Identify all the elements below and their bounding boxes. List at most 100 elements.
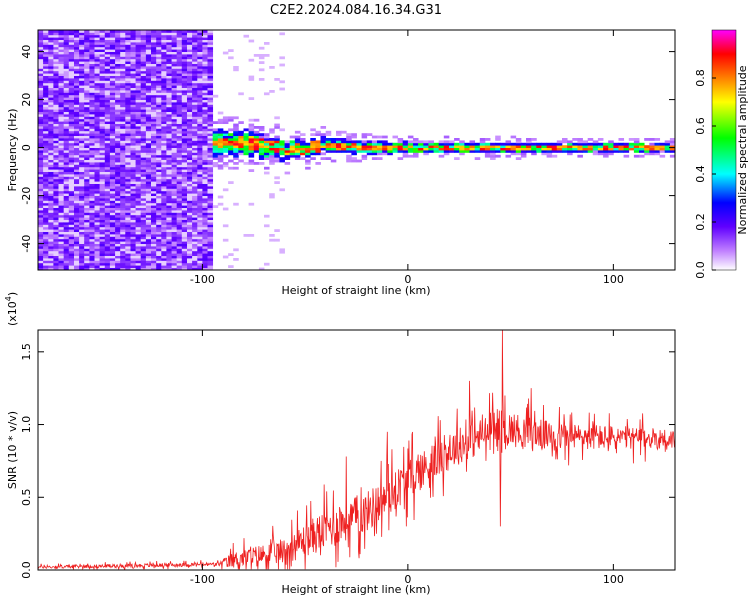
spectrogram-cell (68, 145, 75, 148)
spectrogram-cell (171, 250, 178, 254)
spectrogram-cell (197, 154, 203, 158)
spectrogram-cell (145, 82, 152, 86)
spectrogram-cell (79, 198, 85, 201)
spectrogram-cell (135, 169, 142, 172)
spectrogram-cell (89, 66, 95, 69)
spectrogram-cell (156, 154, 162, 158)
spectrogram-cell (89, 166, 95, 170)
spectrogram-cell (161, 248, 167, 252)
spectrogram-cell (202, 253, 208, 256)
spectrogram-cell (176, 181, 183, 184)
spectrogram-cell (89, 202, 95, 206)
spectrogram-cell (104, 250, 111, 254)
spectrogram-cell (161, 49, 167, 52)
spectrogram-cell (84, 54, 90, 57)
spectrogram-cell (89, 181, 95, 184)
spectrogram-cell (120, 142, 126, 146)
spectrogram-cell (248, 150, 255, 153)
spectrogram-cell (58, 166, 65, 170)
spectrogram-cell (176, 171, 183, 175)
spectrogram-cell (109, 255, 116, 259)
spectrogram-cell (166, 94, 172, 98)
spectrogram-cell (63, 140, 70, 144)
spectrogram-cell (222, 133, 229, 136)
spectrogram-cell (212, 157, 219, 160)
spectrogram-cell (94, 66, 101, 69)
spectrogram-cell (63, 97, 70, 100)
spectrogram-cell (79, 150, 85, 153)
spectrogram-cell (99, 92, 106, 96)
spectrogram-cell (74, 210, 80, 213)
spectrogram-cell (140, 255, 147, 259)
spectrogram-cell (181, 39, 188, 43)
spectrogram-cell (63, 198, 70, 201)
spectrogram-cell (94, 260, 101, 264)
spectrogram-cell (161, 154, 167, 158)
spectrogram-cell (68, 171, 75, 175)
spectrogram-cell (130, 234, 137, 237)
spectrogram-cell (166, 250, 172, 254)
spectrogram-cell (233, 258, 239, 261)
spectrogram-cell (228, 150, 234, 153)
spectrogram-cell (140, 82, 147, 86)
spectrogram-cell (58, 174, 65, 177)
spectrogram-cell (197, 128, 203, 132)
spectrogram-cell (89, 90, 95, 93)
spectrogram-cell (161, 42, 167, 45)
spectrogram-cell (84, 90, 90, 93)
spectrogram-cell (58, 169, 65, 172)
spectrogram-cell (176, 32, 183, 36)
spectrogram-cell (120, 39, 126, 43)
spectrogram-cell (197, 150, 203, 153)
spectrogram-cell (161, 231, 167, 235)
spectrogram-cell (248, 58, 255, 62)
spectrogram-cell (151, 174, 157, 177)
spectrogram-cell (115, 236, 121, 240)
spectrogram-cell (89, 234, 95, 237)
spectrogram-cell (669, 147, 675, 151)
spectrogram-cell (68, 231, 75, 235)
spectrogram-cell (161, 75, 167, 79)
spectrogram-cell (161, 44, 167, 48)
spectrogram-cell (125, 54, 131, 57)
spectrogram-cell (161, 190, 167, 194)
spectrogram-cell (94, 200, 101, 204)
spectrogram-cell (151, 214, 157, 218)
spectrogram-cell (74, 202, 80, 206)
spectrogram-cell (43, 154, 49, 158)
spectrogram-cell (120, 104, 126, 108)
spectrogram-cell (84, 61, 90, 64)
spectrogram-cell (582, 150, 589, 153)
spectrogram-cell (212, 121, 219, 124)
spectrogram-cell (63, 162, 70, 165)
spectrogram-cell (58, 241, 65, 244)
spectrogram-cell (84, 39, 90, 43)
spectrogram-cell (377, 152, 383, 156)
spectrogram-cell (99, 157, 106, 160)
spectrogram-cell (79, 152, 85, 156)
spectrogram-cell (68, 250, 75, 254)
spectrogram-cell (99, 234, 106, 237)
spectrogram-cell (181, 174, 188, 177)
spectrogram-cell (74, 123, 80, 127)
spectrogram-cell (176, 30, 183, 33)
spectrogram-cell (264, 54, 270, 57)
spectrogram-cell (120, 248, 126, 252)
spectrogram-cell (43, 255, 49, 259)
spectrogram-cell (38, 246, 44, 249)
spectrogram-cell (438, 140, 445, 144)
spectrogram-cell (264, 92, 270, 96)
spectrogram-cell (187, 222, 193, 225)
spectrogram-cell (43, 63, 49, 67)
spectrogram-cell (181, 30, 188, 33)
spectrogram-cell (38, 116, 44, 120)
spectrogram-cell (151, 118, 157, 122)
spectrogram-cell (192, 267, 198, 270)
spectrogram-cell (135, 188, 142, 192)
spectrogram-cell (109, 104, 116, 108)
spectrogram-cell (68, 176, 75, 180)
spectrogram-cell (79, 30, 85, 33)
spectrogram-cell (38, 231, 44, 235)
spectrogram-cell (202, 162, 208, 165)
spectrogram-cell (89, 164, 95, 168)
